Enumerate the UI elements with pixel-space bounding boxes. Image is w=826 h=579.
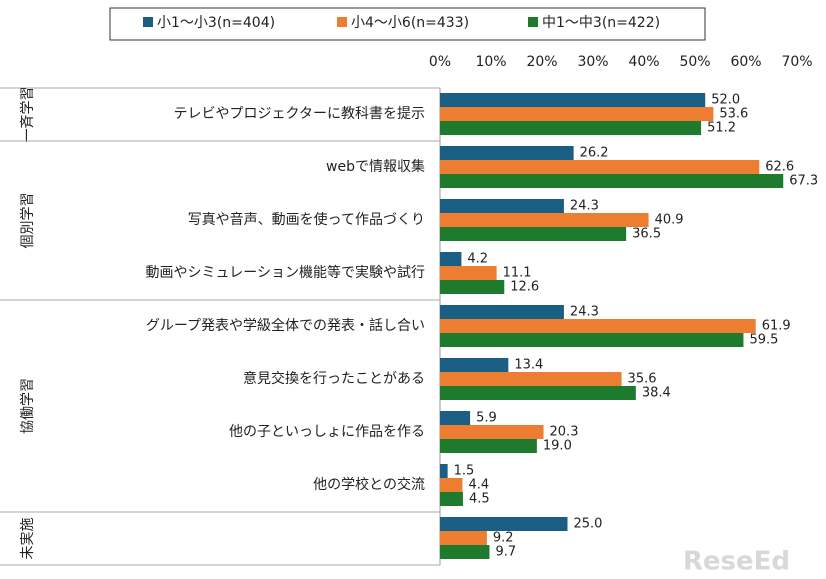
value-label: 13.4	[514, 358, 543, 373]
value-label: 1.5	[454, 464, 475, 479]
value-label: 11.1	[503, 266, 532, 281]
bar	[440, 266, 497, 280]
bar	[440, 199, 564, 213]
category-label: 他の学校との交流	[313, 476, 425, 493]
bar	[440, 531, 487, 545]
category-label: 動画やシミュレーション機能等で実験や試行	[146, 264, 425, 281]
value-label: 4.2	[467, 252, 488, 267]
value-label: 61.9	[762, 319, 791, 334]
group-label: 個別学習	[20, 193, 36, 249]
value-label: 36.5	[632, 227, 661, 242]
x-tick-label: 20%	[526, 54, 557, 70]
value-label: 62.6	[765, 160, 794, 175]
value-label: 25.0	[574, 517, 603, 532]
bar	[440, 517, 568, 531]
bar	[440, 252, 462, 266]
bar	[440, 358, 509, 372]
value-label: 24.3	[570, 305, 599, 320]
category-label: グループ発表や学級全体での発表・話し合い	[146, 317, 425, 334]
bar	[440, 213, 649, 227]
category-label: 他の子といっしょに作品を作る	[229, 424, 425, 440]
watermark: ReseEd	[683, 547, 790, 577]
bar	[440, 333, 744, 347]
value-label: 4.5	[469, 492, 490, 507]
value-label: 9.7	[495, 545, 516, 560]
bar	[440, 372, 622, 386]
category-label: webで情報収集	[326, 158, 425, 175]
value-label: 67.3	[789, 174, 818, 189]
legend-swatch	[337, 17, 347, 27]
value-label: 5.9	[476, 411, 497, 426]
bar	[440, 545, 490, 559]
bar	[440, 386, 636, 400]
value-label: 20.3	[550, 425, 579, 440]
bar	[440, 464, 448, 478]
bar	[440, 305, 564, 319]
bar	[440, 93, 706, 107]
legend-label: 中1～中3(n=422)	[542, 15, 660, 31]
value-label: 26.2	[580, 146, 609, 161]
group-label: 協働学習	[20, 378, 36, 434]
bar	[440, 411, 471, 425]
legend-swatch	[528, 17, 538, 27]
value-label: 19.0	[543, 439, 572, 454]
category-label: テレビやプロジェクターに教科書を提示	[174, 106, 425, 122]
group-label: 一斉学習	[20, 87, 36, 143]
bar	[440, 160, 760, 174]
legend-label: 小4～小6(n=433)	[351, 15, 469, 31]
bar	[440, 439, 537, 453]
x-tick-label: 30%	[577, 54, 608, 70]
category-label: 写真や音声、動画を使って作品づくり	[188, 211, 425, 228]
bar	[440, 425, 544, 439]
bar	[440, 146, 574, 160]
value-label: 12.6	[510, 280, 539, 295]
x-tick-label: 70%	[781, 54, 812, 70]
value-label: 4.4	[468, 478, 489, 493]
value-label: 24.3	[570, 199, 599, 214]
bar	[440, 107, 714, 121]
x-tick-label: 50%	[679, 54, 710, 70]
x-tick-label: 10%	[475, 54, 506, 70]
bar	[440, 478, 463, 492]
value-label: 52.0	[711, 93, 740, 108]
bar	[440, 319, 756, 333]
value-label: 35.6	[628, 372, 657, 387]
value-label: 9.2	[493, 531, 514, 546]
bar	[440, 492, 463, 506]
value-label: 59.5	[749, 333, 778, 348]
x-tick-label: 60%	[730, 54, 761, 70]
legend-label: 小1～小3(n=404)	[157, 15, 275, 31]
bar	[440, 121, 702, 135]
value-label: 40.9	[655, 213, 684, 228]
x-tick-label: 0%	[429, 54, 451, 70]
bar	[440, 174, 784, 188]
group-label: 未実施	[20, 518, 36, 560]
x-tick-label: 40%	[628, 54, 659, 70]
category-label: 意見交換を行ったことがある	[243, 370, 425, 387]
bar	[440, 280, 505, 294]
legend-swatch	[143, 17, 153, 27]
legend-box	[109, 7, 706, 41]
value-label: 53.6	[719, 107, 748, 122]
bar	[440, 227, 627, 241]
value-label: 51.2	[707, 121, 736, 136]
value-label: 38.4	[642, 386, 671, 401]
